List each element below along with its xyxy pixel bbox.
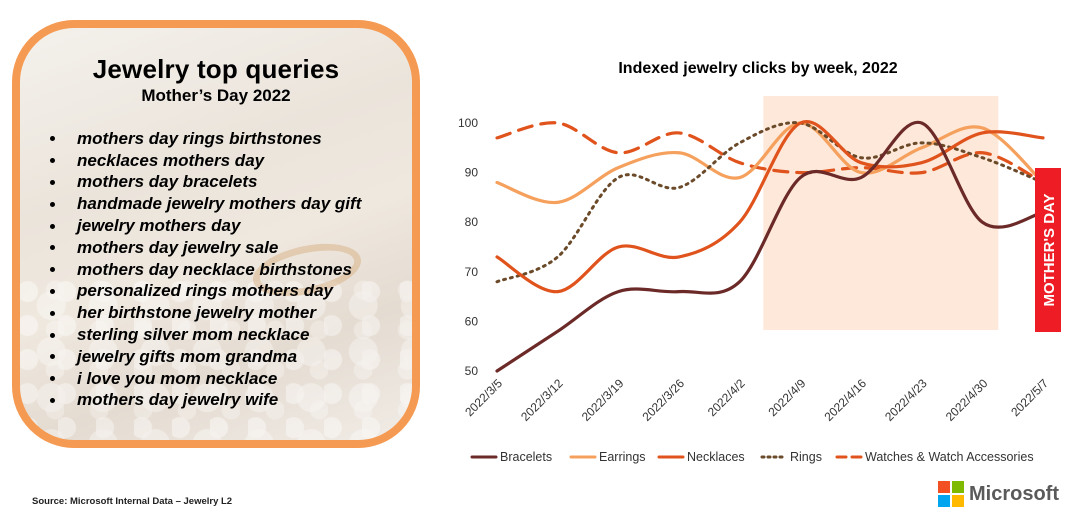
y-tick-label: 70 xyxy=(465,265,479,279)
query-text: mothers day jewelry wife xyxy=(77,390,279,410)
microsoft-logo-icon xyxy=(938,481,964,507)
query-text: jewelry gifts mom grandma xyxy=(77,346,298,366)
query-text: mothers day bracelets xyxy=(77,172,258,192)
query-item: mothers day jewelry wife xyxy=(50,390,361,412)
query-text: mothers day rings birthstones xyxy=(77,128,322,148)
bullet-icon xyxy=(50,158,55,164)
queries-card: Jewelry top queries Mother’s Day 2022 mo… xyxy=(12,20,420,448)
bullet-icon xyxy=(50,354,55,360)
bullet-icon xyxy=(50,376,55,382)
legend-label: Earrings xyxy=(599,450,646,464)
mothers-day-label: MOTHER'S DAY xyxy=(1041,193,1058,306)
query-text: personalized rings mothers day xyxy=(77,281,334,301)
logo-square xyxy=(938,495,950,507)
series-line-necklaces xyxy=(495,119,1045,294)
legend-label: Necklaces xyxy=(687,450,745,464)
microsoft-logo: Microsoft xyxy=(938,481,1059,507)
logo-square xyxy=(952,481,964,493)
y-tick-label: 90 xyxy=(465,166,479,180)
x-tick-label: 2022/5/7 xyxy=(1008,376,1051,419)
series-line-bracelets xyxy=(495,120,1045,373)
bullet-icon xyxy=(50,397,55,403)
query-item: mothers day rings birthstones xyxy=(50,128,361,150)
query-text: i love you mom necklace xyxy=(77,368,278,388)
legend-label: Bracelets xyxy=(500,450,552,464)
series-line-watches-watch-accessories xyxy=(495,121,1045,185)
query-item: personalized rings mothers day xyxy=(50,281,361,303)
chart-title: Indexed jewelry clicks by week, 2022 xyxy=(618,60,898,77)
query-text: mothers day necklace birthstones xyxy=(77,259,352,279)
logo-square xyxy=(938,481,950,493)
y-tick-label: 50 xyxy=(465,364,479,378)
legend-label: Rings xyxy=(790,450,822,464)
highlight-band xyxy=(763,96,999,330)
legend-label: Watches & Watch Accessories xyxy=(865,450,1034,464)
query-text: mothers day jewelry sale xyxy=(77,237,279,257)
bullet-icon xyxy=(50,245,55,251)
query-item: sterling silver mom necklace xyxy=(50,324,361,346)
query-item: jewelry gifts mom grandma xyxy=(50,346,361,368)
x-tick-label: 2022/4/9 xyxy=(766,376,809,419)
x-tick-label: 2022/3/12 xyxy=(518,376,566,424)
query-item: mothers day necklace birthstones xyxy=(50,259,361,281)
y-tick-label: 80 xyxy=(465,215,479,229)
bullet-icon xyxy=(50,267,55,273)
bullet-icon xyxy=(50,179,55,185)
lace-background xyxy=(20,278,412,440)
card-subtitle: Mother’s Day 2022 xyxy=(141,86,291,105)
microsoft-brand-text: Microsoft xyxy=(969,482,1059,505)
x-tick-label: 2022/3/19 xyxy=(579,376,627,424)
query-item: i love you mom necklace xyxy=(50,368,361,390)
x-tick-label: 2022/3/26 xyxy=(639,376,687,424)
y-tick-label: 60 xyxy=(465,314,479,328)
bullet-icon xyxy=(50,223,55,229)
query-text: necklaces mothers day xyxy=(77,150,265,170)
query-item: handmade jewelry mothers day gift xyxy=(50,193,361,215)
query-list: mothers day rings birthstones necklaces m… xyxy=(50,128,361,411)
bullet-icon xyxy=(50,310,55,316)
card-title: Jewelry top queries xyxy=(92,54,340,84)
x-tick-label: 2022/3/5 xyxy=(462,376,505,419)
source-note: Source: Microsoft Internal Data – Jewelr… xyxy=(32,496,233,507)
x-tick-label: 2022/4/23 xyxy=(882,376,930,424)
x-tick-label: 2022/4/30 xyxy=(943,376,991,424)
query-text: sterling silver mom necklace xyxy=(77,325,310,345)
query-text: handmade jewelry mothers day gift xyxy=(77,194,362,214)
x-tick-label: 2022/4/2 xyxy=(705,376,748,419)
query-text: jewelry mothers day xyxy=(77,216,241,236)
bullet-icon xyxy=(50,332,55,338)
x-tick-label: 2022/4/16 xyxy=(821,376,869,424)
bullet-icon xyxy=(50,201,55,207)
y-tick-label: 100 xyxy=(458,116,478,130)
mothers-day-tag xyxy=(1035,168,1061,332)
query-item: mothers day jewelry sale xyxy=(50,237,361,259)
query-item: mothers day bracelets xyxy=(50,172,361,194)
bullet-icon xyxy=(50,288,55,294)
query-text: her birthstone jewelry mother xyxy=(77,303,316,323)
query-item: jewelry mothers day xyxy=(50,215,361,237)
query-item: her birthstone jewelry mother xyxy=(50,302,361,324)
series-line-earrings xyxy=(495,121,1045,205)
query-item: necklaces mothers day xyxy=(50,150,361,172)
bullet-icon xyxy=(50,136,55,142)
series-line-rings xyxy=(495,121,1045,284)
logo-square xyxy=(952,495,964,507)
